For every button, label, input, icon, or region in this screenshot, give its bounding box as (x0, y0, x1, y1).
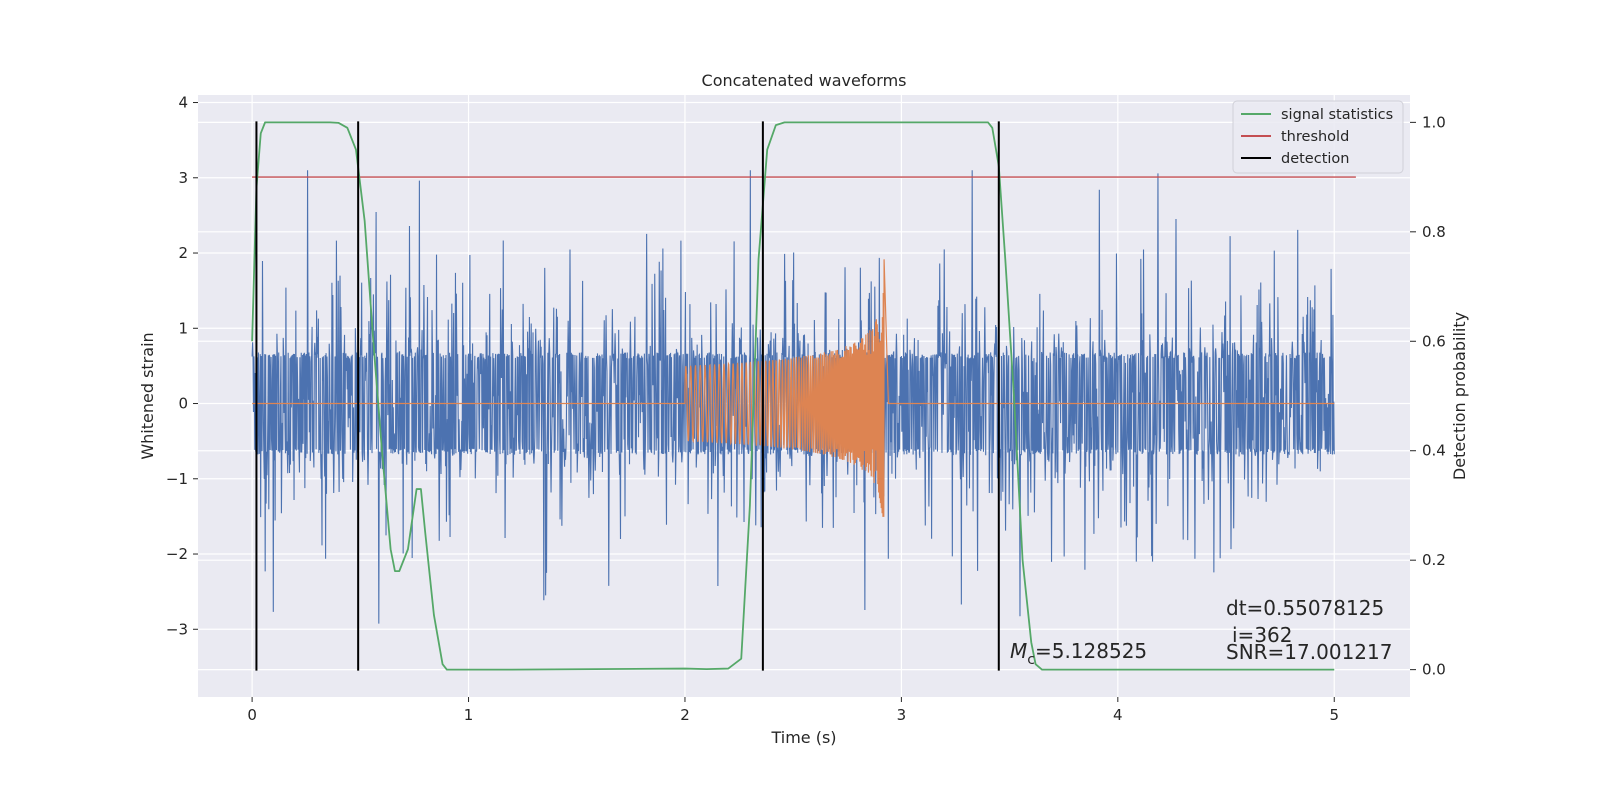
x-axis-ticks: 0 1 2 3 4 5 (247, 697, 1339, 724)
whitened-strain-line (251, 170, 1335, 624)
y-tick-label: 3 (178, 169, 188, 187)
legend-label-signal-statistics: signal statistics (1281, 107, 1393, 123)
dt-annotation: dt=0.55078125 (1226, 596, 1384, 620)
chirp-mass-annotation: Mc=5.128525 (1010, 639, 1147, 668)
y2-axis-ticks: 0.0 0.2 0.4 0.6 0.8 1.0 (1410, 113, 1446, 679)
y2-tick-label: 0.4 (1422, 442, 1446, 460)
y2-tick-label: 0.0 (1422, 661, 1446, 679)
chirp-mass-value: =5.128525 (1035, 639, 1147, 663)
x-tick-label: 5 (1329, 706, 1339, 724)
y-axis-label: Whitened strain (138, 332, 157, 459)
y2-tick-label: 0.2 (1422, 551, 1446, 569)
y-tick-label: 0 (178, 395, 188, 413)
x-tick-label: 0 (247, 706, 257, 724)
y-tick-label: 1 (178, 319, 188, 337)
y-tick-label: 4 (178, 94, 188, 112)
legend-box (1232, 100, 1404, 174)
y2-axis-label: Detection probability (1450, 312, 1469, 480)
y-tick-label: 2 (178, 244, 188, 262)
legend: signal statistics threshold detection (1232, 100, 1404, 174)
y2-tick-label: 0.6 (1422, 332, 1446, 350)
y-tick-label: −1 (166, 470, 188, 488)
x-tick-label: 1 (464, 706, 474, 724)
x-tick-label: 4 (1113, 706, 1123, 724)
y2-tick-label: 0.8 (1422, 223, 1446, 241)
x-axis-label: Time (s) (770, 728, 836, 747)
y2-tick-label: 1.0 (1422, 113, 1446, 131)
y-axis-ticks: −3 −2 −1 0 1 2 3 4 (166, 94, 198, 638)
x-tick-label: 3 (897, 706, 907, 724)
template-waveform-line (252, 259, 1335, 517)
index-annotation: i=362 (1232, 623, 1293, 647)
signal-statistics-line (251, 121, 1335, 671)
x-tick-label: 2 (680, 706, 690, 724)
chart-title: Concatenated waveforms (702, 71, 907, 90)
y-tick-label: −3 (166, 620, 188, 638)
y-tick-label: −2 (166, 545, 188, 563)
plot-area (251, 121, 1356, 671)
legend-label-detection: detection (1281, 151, 1349, 167)
legend-label-threshold: threshold (1281, 129, 1349, 145)
annotations: Mc=5.128525 dt=0.55078125 i=362 SNR=17.0… (1010, 596, 1392, 668)
snr-annotation: SNR=17.001217 (1226, 640, 1392, 664)
